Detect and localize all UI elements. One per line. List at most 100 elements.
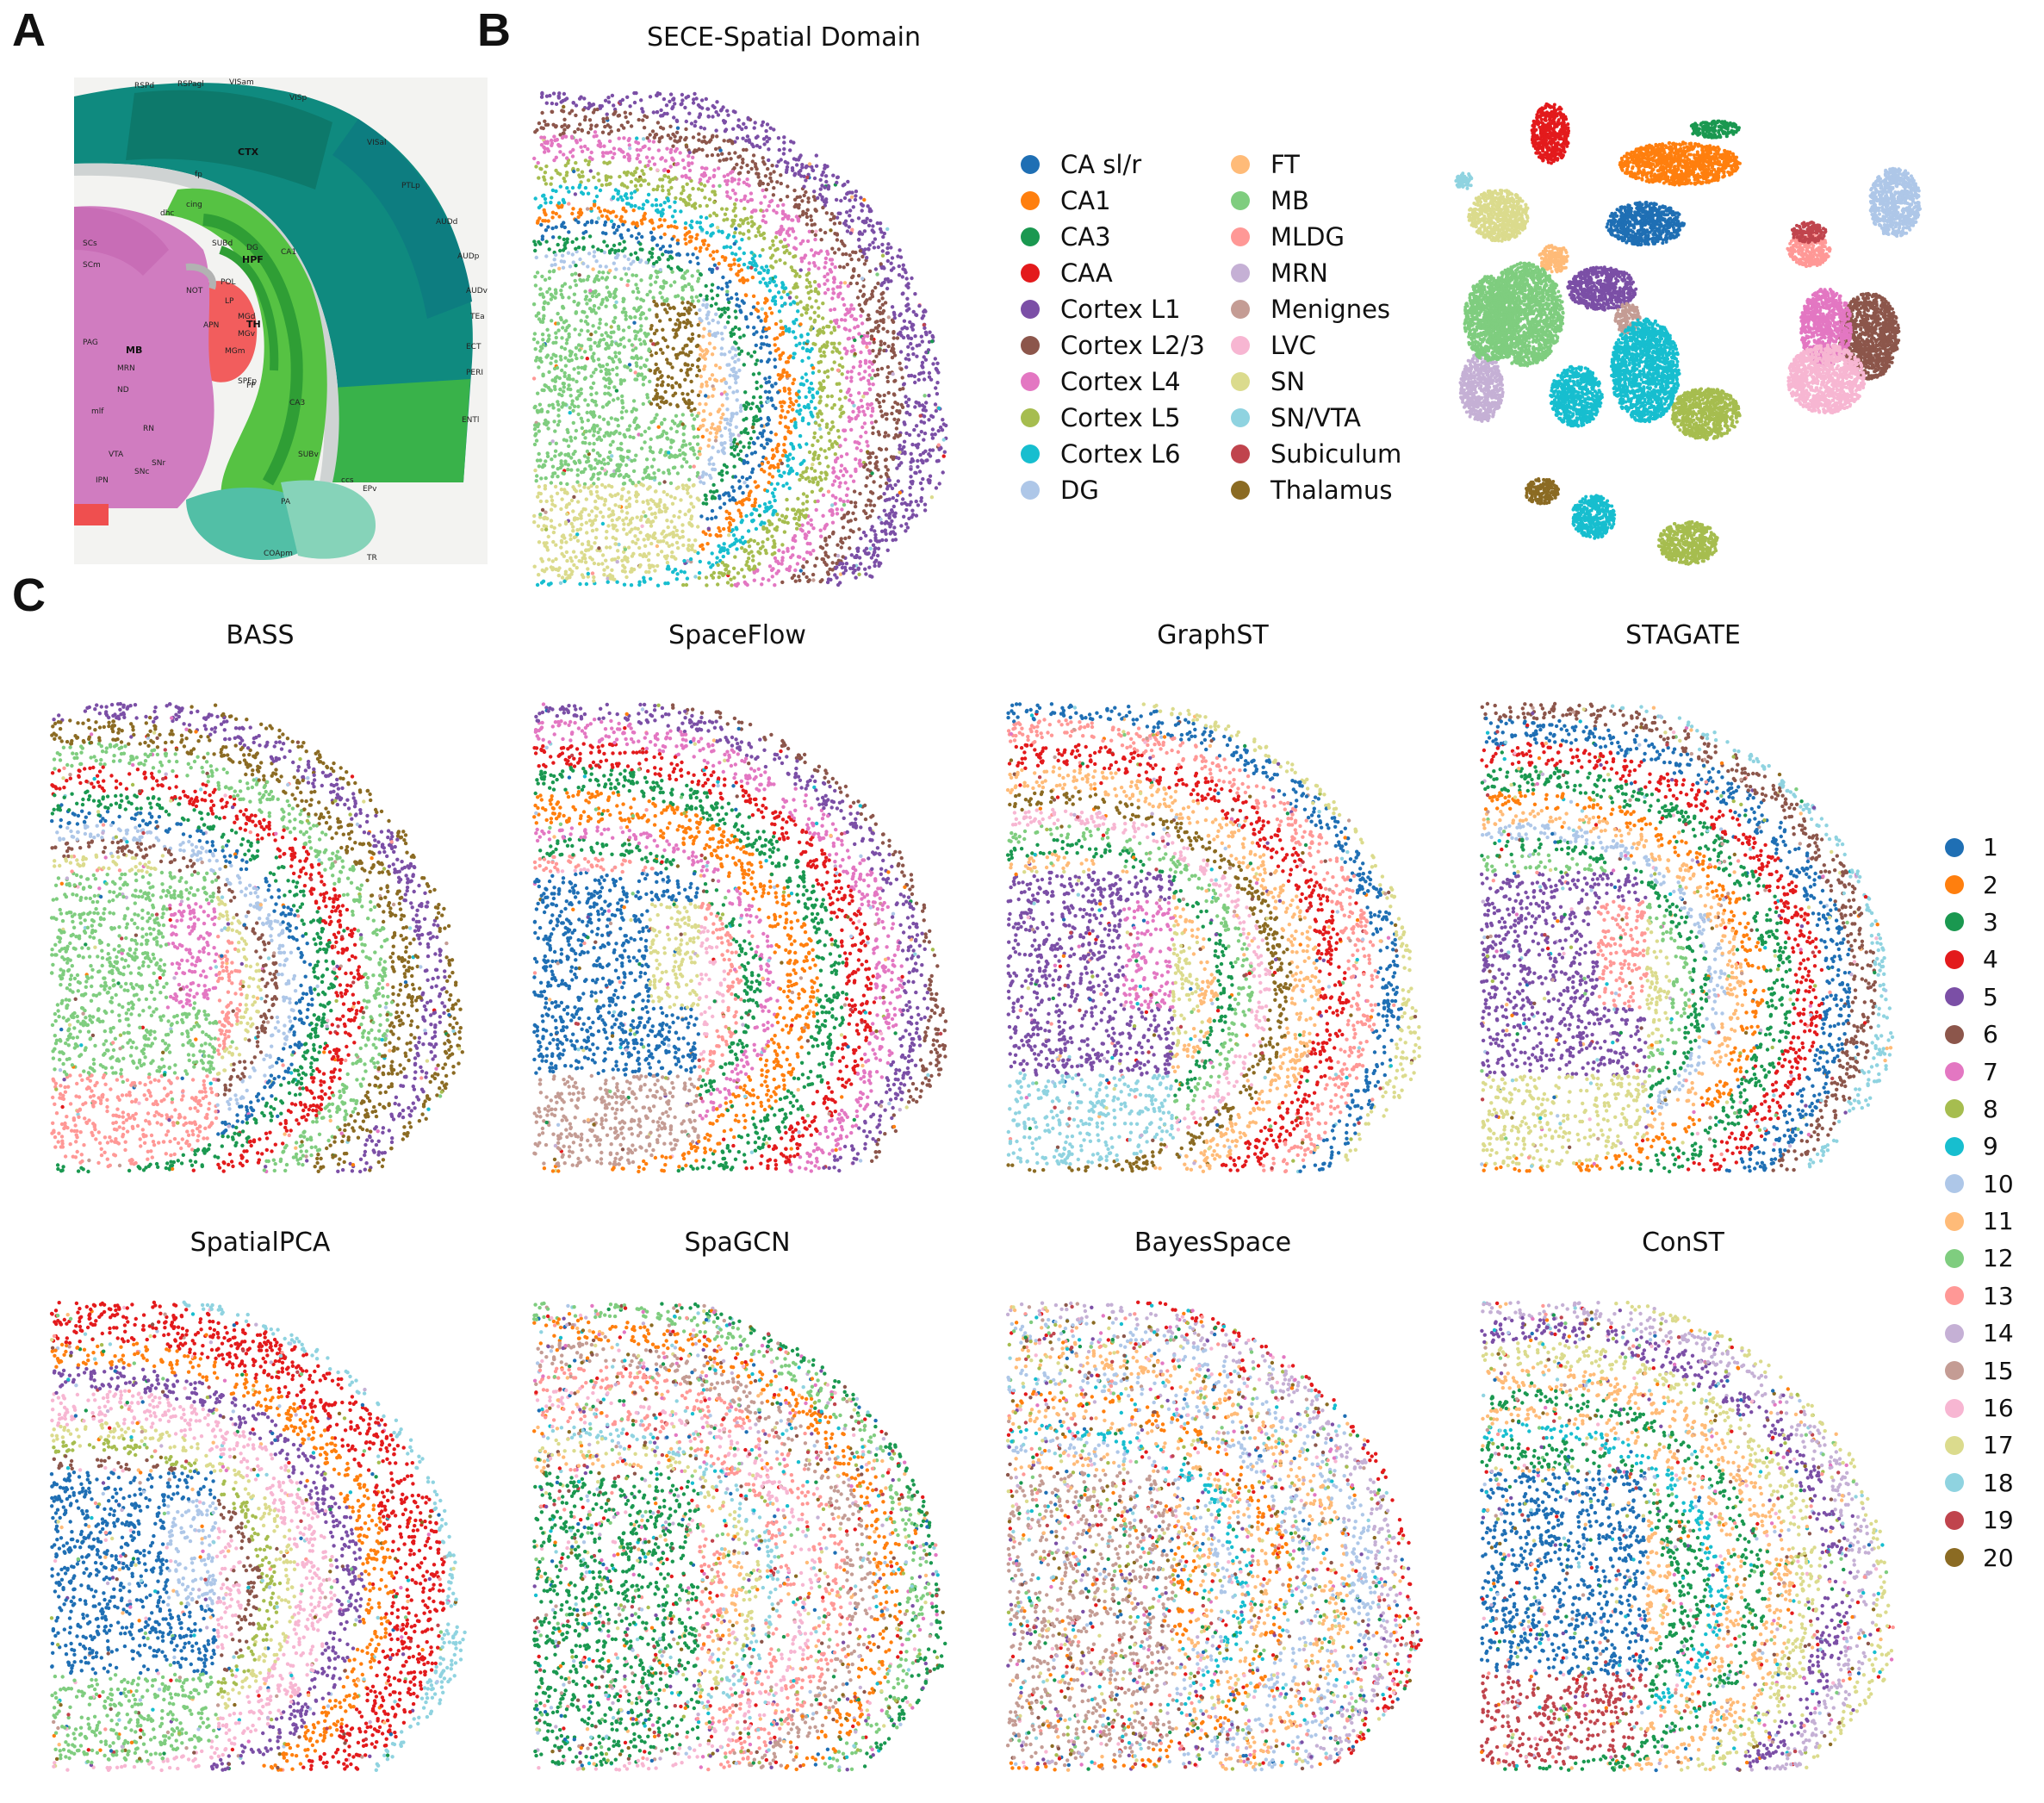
spot [740, 546, 744, 550]
spot [739, 349, 744, 353]
spot [798, 195, 802, 199]
spot [892, 436, 897, 440]
spot [562, 127, 567, 132]
spot [700, 543, 705, 547]
spot [727, 152, 731, 156]
spot [709, 565, 713, 569]
spot [719, 392, 724, 396]
spot [558, 133, 562, 137]
spot [533, 196, 537, 201]
spot [871, 349, 875, 353]
spot [764, 134, 769, 140]
spot [718, 365, 722, 370]
spot [856, 273, 861, 278]
spot [629, 124, 634, 128]
spot [665, 554, 669, 558]
spot [841, 183, 845, 188]
spot [867, 269, 873, 273]
spot [619, 277, 624, 282]
spot [570, 135, 575, 140]
spot [607, 160, 612, 165]
spot [795, 562, 800, 566]
spot [879, 343, 883, 347]
spot [641, 500, 645, 504]
spot [652, 471, 656, 476]
spot [799, 334, 804, 339]
spot [621, 222, 625, 227]
spot [628, 314, 632, 320]
spot [619, 235, 624, 240]
spot [880, 296, 885, 301]
spot [714, 431, 718, 435]
spot [606, 175, 611, 179]
spot [901, 335, 906, 340]
spot [589, 374, 593, 378]
spot [846, 370, 850, 374]
spot [835, 507, 839, 512]
spot [584, 429, 588, 433]
spot [609, 342, 613, 347]
spot [615, 227, 619, 233]
spot [606, 576, 610, 581]
spot [805, 521, 811, 525]
spot [582, 117, 587, 122]
spot [544, 94, 550, 98]
spot [720, 403, 724, 407]
brain-atlas-figure: RSPd RSPagl VISamVISpVISalPTLpAUDdAUDpAUDv… [74, 78, 488, 564]
spot [618, 174, 622, 179]
spot [921, 370, 926, 375]
spot [715, 249, 719, 253]
spot [701, 530, 705, 534]
spot [576, 246, 581, 250]
spot [798, 274, 802, 279]
spot [711, 257, 716, 261]
spot [809, 214, 813, 219]
spot [534, 255, 538, 260]
atlas-label: CA3 [289, 399, 305, 407]
spot [892, 417, 897, 421]
spot [603, 98, 608, 103]
spot [832, 345, 836, 350]
spot [928, 448, 932, 452]
spot [650, 129, 655, 134]
spot [579, 516, 583, 520]
spot [751, 395, 756, 400]
spot [537, 205, 542, 210]
spot [794, 282, 798, 286]
spot [622, 378, 626, 382]
spot [860, 404, 865, 409]
spot [570, 402, 575, 407]
spot [757, 463, 761, 468]
spot [675, 471, 680, 476]
spot [533, 468, 537, 473]
spot [615, 560, 619, 564]
spot [747, 138, 751, 142]
spot [542, 301, 547, 305]
spot [604, 304, 608, 308]
spot [673, 102, 677, 106]
spot [762, 162, 767, 166]
spot [704, 501, 709, 506]
spot [820, 197, 824, 202]
spot [813, 264, 817, 268]
atlas-label: DG [246, 244, 258, 252]
spot [823, 550, 828, 555]
spot [615, 418, 620, 422]
spot [700, 106, 705, 110]
spot [885, 251, 889, 256]
spot [767, 380, 771, 384]
spot [772, 538, 776, 544]
spot [590, 355, 594, 359]
spot [604, 331, 608, 335]
spot [550, 464, 556, 469]
spot [613, 493, 618, 498]
spot [733, 555, 737, 559]
spot [641, 137, 646, 141]
spot [708, 431, 712, 435]
spot [823, 174, 829, 178]
spot [711, 445, 715, 450]
spot [572, 494, 576, 500]
spot [687, 520, 692, 525]
spot [661, 208, 665, 212]
spot [550, 176, 554, 180]
